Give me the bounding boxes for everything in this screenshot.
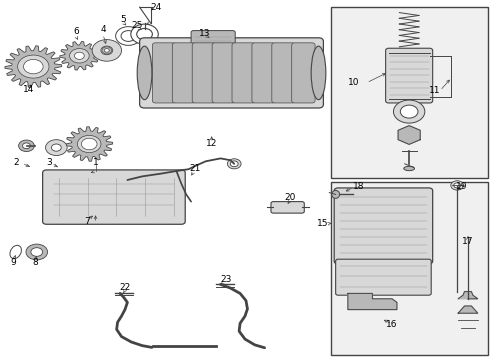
Text: 23: 23 <box>220 275 232 284</box>
Text: 22: 22 <box>120 283 130 292</box>
Text: 6: 6 <box>73 27 79 36</box>
Circle shape <box>51 144 61 151</box>
FancyBboxPatch shape <box>212 43 236 103</box>
Text: 18: 18 <box>353 182 365 191</box>
Circle shape <box>104 49 109 52</box>
Circle shape <box>26 244 48 260</box>
FancyBboxPatch shape <box>140 38 323 108</box>
Circle shape <box>46 140 67 156</box>
Circle shape <box>19 140 34 152</box>
Circle shape <box>131 24 158 44</box>
FancyBboxPatch shape <box>386 48 433 103</box>
FancyBboxPatch shape <box>152 43 176 103</box>
Circle shape <box>137 28 152 40</box>
Circle shape <box>70 185 101 208</box>
Circle shape <box>116 27 141 45</box>
Text: 7: 7 <box>84 217 90 226</box>
Polygon shape <box>458 306 478 313</box>
Text: 12: 12 <box>206 139 218 148</box>
Circle shape <box>122 176 133 184</box>
Polygon shape <box>398 126 420 144</box>
Circle shape <box>73 51 86 61</box>
Text: 19: 19 <box>456 182 467 191</box>
Ellipse shape <box>137 46 152 100</box>
Circle shape <box>102 47 112 54</box>
Circle shape <box>92 40 122 61</box>
Ellipse shape <box>332 190 340 198</box>
FancyBboxPatch shape <box>292 43 315 103</box>
Bar <box>331 7 488 178</box>
Text: 2: 2 <box>13 158 19 167</box>
Text: 17: 17 <box>462 238 474 247</box>
Polygon shape <box>66 127 113 161</box>
Circle shape <box>405 132 413 138</box>
Text: 8: 8 <box>32 258 38 266</box>
Text: 10: 10 <box>348 77 360 86</box>
Text: 20: 20 <box>284 193 296 202</box>
Circle shape <box>401 129 417 141</box>
Text: 11: 11 <box>429 86 441 95</box>
Text: 5: 5 <box>121 14 126 23</box>
Ellipse shape <box>404 166 415 171</box>
Ellipse shape <box>10 245 22 259</box>
Text: 4: 4 <box>100 25 106 34</box>
Circle shape <box>18 55 49 78</box>
Circle shape <box>76 189 96 203</box>
Text: 15: 15 <box>317 219 328 228</box>
Circle shape <box>70 49 89 63</box>
FancyBboxPatch shape <box>252 43 275 103</box>
Text: 25: 25 <box>131 22 143 31</box>
Circle shape <box>451 181 464 190</box>
Circle shape <box>393 100 425 123</box>
Polygon shape <box>60 41 99 70</box>
Text: 24: 24 <box>150 3 161 12</box>
Circle shape <box>24 59 43 74</box>
FancyBboxPatch shape <box>336 259 431 295</box>
FancyBboxPatch shape <box>232 43 255 103</box>
Text: 13: 13 <box>199 29 211 37</box>
Text: 1: 1 <box>93 158 98 167</box>
Circle shape <box>230 161 238 167</box>
Polygon shape <box>122 185 153 208</box>
FancyBboxPatch shape <box>191 31 235 58</box>
Circle shape <box>227 159 241 169</box>
Circle shape <box>101 46 113 55</box>
Circle shape <box>24 59 43 74</box>
FancyBboxPatch shape <box>188 58 239 92</box>
Polygon shape <box>348 293 397 310</box>
Circle shape <box>74 52 84 59</box>
Circle shape <box>81 138 97 150</box>
Circle shape <box>132 192 143 200</box>
FancyBboxPatch shape <box>192 43 216 103</box>
Text: 3: 3 <box>46 158 52 167</box>
FancyBboxPatch shape <box>43 170 185 224</box>
Polygon shape <box>458 292 478 299</box>
Circle shape <box>121 31 136 41</box>
Text: 14: 14 <box>23 85 34 94</box>
Text: 16: 16 <box>386 320 398 329</box>
FancyBboxPatch shape <box>172 43 196 103</box>
Ellipse shape <box>311 46 326 100</box>
Text: 21: 21 <box>189 164 201 173</box>
Text: 9: 9 <box>11 258 17 266</box>
Polygon shape <box>5 46 62 87</box>
Circle shape <box>31 248 43 256</box>
FancyBboxPatch shape <box>272 43 295 103</box>
Circle shape <box>77 135 101 153</box>
Circle shape <box>81 138 97 150</box>
Circle shape <box>454 183 461 188</box>
Circle shape <box>124 178 130 182</box>
Circle shape <box>400 105 418 118</box>
FancyBboxPatch shape <box>334 188 433 264</box>
Circle shape <box>23 143 30 149</box>
Bar <box>331 182 488 355</box>
FancyBboxPatch shape <box>271 202 304 213</box>
